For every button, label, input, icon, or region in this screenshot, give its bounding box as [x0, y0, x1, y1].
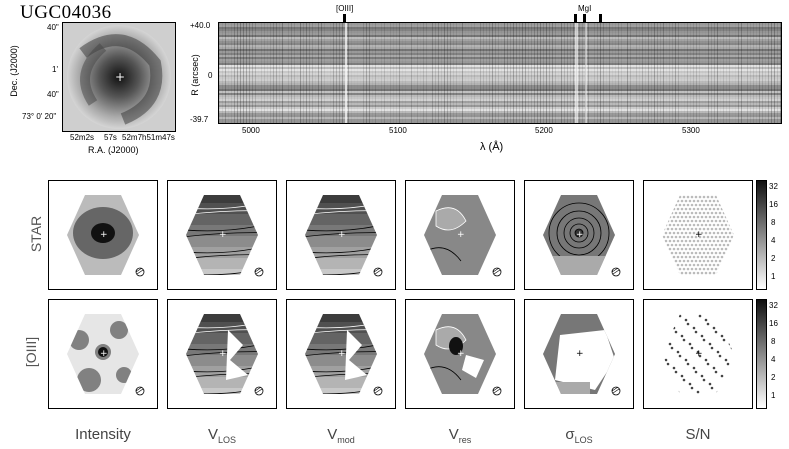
panel-oiii-vres: + [405, 299, 515, 409]
svg-text:+: + [576, 230, 584, 240]
spectrum-y-label: R (arcsec) [189, 54, 200, 96]
svg-text:+: + [115, 70, 125, 84]
spectrum-x-tick-5100: 5100 [389, 126, 407, 135]
col-label-sn-text: S/N [685, 426, 711, 443]
col-label-vmod-sub: mod [337, 435, 355, 445]
spectrum-x-tick-5200: 5200 [535, 126, 553, 135]
panel-star-sigma: + [524, 180, 634, 290]
cbar1-tick-8: 8 [771, 218, 776, 227]
col-label-sigma-text: σ [565, 426, 575, 443]
row-label-oiii: [OIII] [23, 336, 40, 368]
spectrum-line-marker-oiii: [OIII] [336, 4, 354, 13]
spectrum-line-marker-mgi: MgI [578, 4, 592, 13]
svg-text:+: + [100, 230, 108, 240]
svg-text:+: + [576, 349, 584, 359]
spectrum-y-tick-top: +40.0 [190, 21, 211, 30]
cbar2-tick-4: 4 [771, 355, 776, 364]
svg-text:+: + [695, 230, 703, 240]
cbar1-tick-16: 16 [769, 200, 778, 209]
panel-star-vres: + [405, 180, 515, 290]
col-label-sigma: σLOS [524, 426, 634, 445]
svg-text:+: + [457, 349, 465, 359]
panel-star-vlos: + [167, 180, 277, 290]
col-label-vlos: VLOS [167, 426, 277, 445]
svg-text:+: + [457, 230, 465, 240]
spectrum-x-tick-5000: 5000 [242, 126, 260, 135]
colorbar-oiii [756, 299, 767, 409]
cbar1-tick-2: 2 [771, 254, 776, 263]
panel-oiii-sn: + [643, 299, 753, 409]
panel-oiii-intensity: + [48, 299, 158, 409]
cbar2-tick-8: 8 [771, 337, 776, 346]
galaxy-title: UGC04036 [20, 2, 112, 23]
cbar1-tick-1: 1 [771, 272, 776, 281]
col-label-vmod-text: V [327, 426, 338, 443]
oiii-tick-mark [343, 14, 346, 22]
svg-text:+: + [338, 349, 346, 359]
cbar1-tick-4: 4 [771, 236, 776, 245]
col-label-vres-sub: res [458, 435, 472, 445]
panel-oiii-vmod: + [286, 299, 396, 409]
svg-text:+: + [219, 349, 227, 359]
col-label-vmod: Vmod [286, 426, 396, 445]
spectrum-x-label: λ (Å) [480, 141, 504, 153]
spectrum-y-tick-bottom: -39.7 [190, 115, 209, 124]
spectrum-y-tick-zero: 0 [208, 71, 213, 80]
galaxy-image: + [63, 23, 175, 131]
thumbnail-y-tick-4: 73° 0' 20" [22, 112, 57, 121]
spectrum-panel [218, 22, 782, 124]
col-label-vres: Vres [405, 426, 515, 445]
cbar1-tick-32: 32 [769, 182, 778, 191]
galaxy-thumbnail: + [62, 22, 176, 132]
panel-oiii-sigma: + [524, 299, 634, 409]
cbar2-tick-2: 2 [771, 373, 776, 382]
col-label-vres-text: V [448, 426, 459, 443]
svg-text:+: + [219, 230, 227, 240]
col-label-sigma-sub: LOS [574, 435, 593, 445]
thumbnail-x-label: R.A. (J2000) [88, 145, 139, 155]
row-label-star: STAR [28, 215, 45, 253]
thumbnail-y-tick-1: 40" [47, 23, 59, 32]
svg-text:+: + [100, 349, 108, 359]
thumbnail-x-tick-1: 52m2s [70, 133, 95, 142]
cbar2-tick-16: 16 [769, 319, 778, 328]
col-label-vlos-text: V [207, 426, 218, 443]
col-label-intensity: Intensity [48, 426, 158, 445]
mgi-tick-marks [574, 14, 604, 22]
panel-star-intensity: + [48, 180, 158, 290]
svg-text:+: + [338, 230, 346, 240]
thumbnail-x-tick-2: 57s [104, 133, 117, 142]
spectrum-image [219, 23, 781, 123]
panel-star-sn: + [643, 180, 753, 290]
panel-star-vmod: + [286, 180, 396, 290]
thumbnail-y-tick-2: 1' [52, 65, 58, 74]
svg-text:+: + [695, 349, 703, 359]
thumbnail-y-label: Dec. (J2000) [8, 45, 19, 97]
col-label-intensity-text: Intensity [75, 426, 131, 443]
colorbar-star [756, 180, 767, 290]
thumbnail-y-tick-3: 40" [47, 90, 59, 99]
cbar2-tick-32: 32 [769, 301, 778, 310]
spectrum-x-tick-5300: 5300 [682, 126, 700, 135]
panel-oiii-vlos: + [167, 299, 277, 409]
thumbnail-x-tick-3: 52m7h51m47s [122, 133, 175, 142]
col-label-vlos-sub: LOS [218, 435, 237, 445]
col-label-sn: S/N [643, 426, 753, 445]
cbar2-tick-1: 1 [771, 391, 776, 400]
